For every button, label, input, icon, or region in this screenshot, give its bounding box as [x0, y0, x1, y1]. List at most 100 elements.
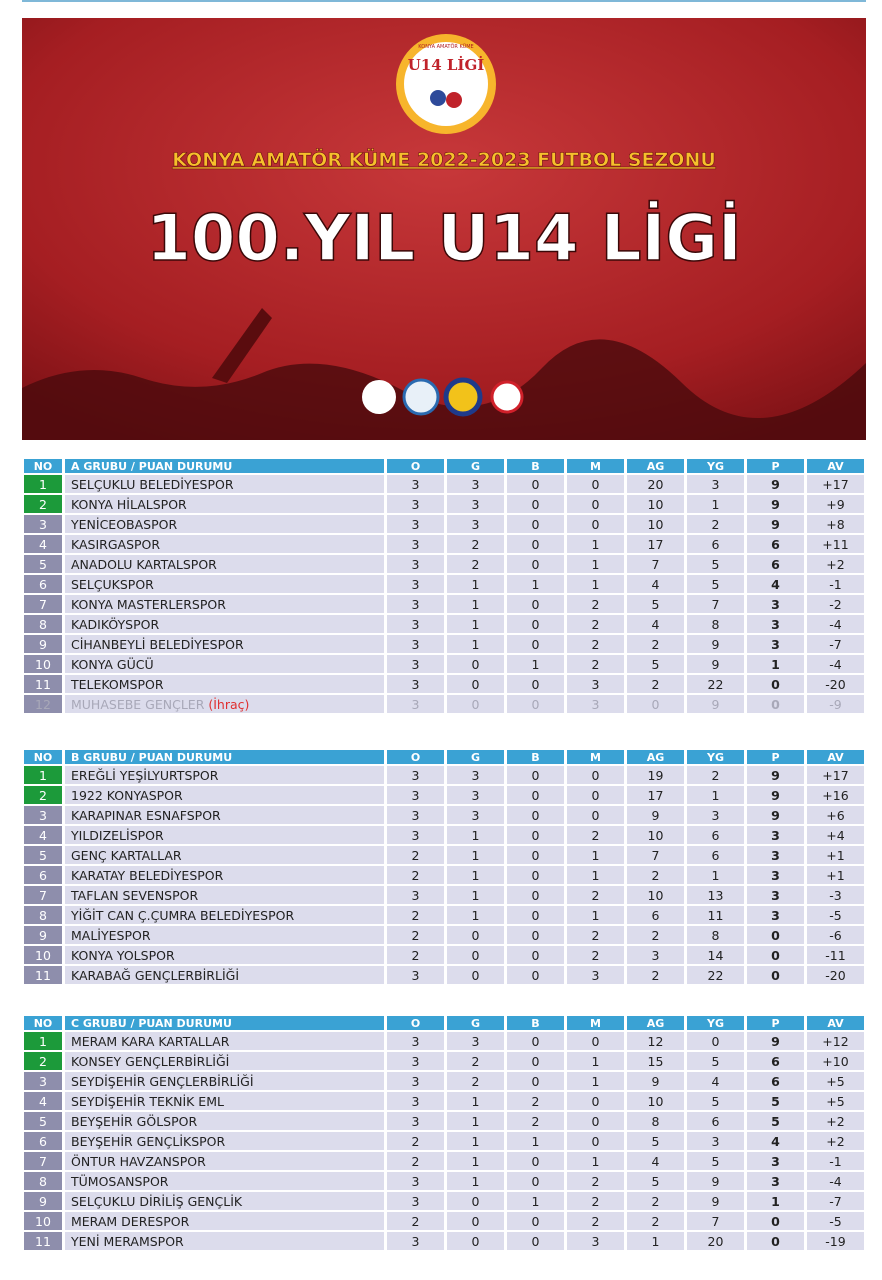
stat-cell: 6 — [687, 1112, 744, 1130]
rank-cell: 10 — [24, 946, 62, 964]
cell-text: -4 — [829, 616, 842, 632]
stat-cell: 0 — [507, 866, 564, 884]
stat-cell: 2 — [387, 946, 444, 964]
cell-text: -3 — [829, 887, 842, 903]
team-row: 8 YİĞİT CAN Ç.ÇUMRA BELEDİYESPOR 2 1 0 1 6 11 3 -… — [24, 906, 864, 924]
header-cell: M — [567, 459, 624, 473]
stat-cell: 0 — [507, 946, 564, 964]
cell-text: 1 — [591, 847, 600, 863]
cell-text: 1 — [471, 1153, 480, 1169]
stat-cell: 3 — [387, 966, 444, 984]
logo-small: KONYA AMATÖR KÜME — [418, 43, 473, 50]
header-cell: AV — [807, 1016, 864, 1030]
cell-text: 1 — [711, 496, 720, 512]
standings-table: NO C GRUBU / PUAN DURUMU O G B M AG YG P AV 1 MERAM… — [21, 1014, 867, 1252]
cell-text: 10 — [35, 947, 51, 963]
stat-cell: 3 — [387, 495, 444, 513]
cell-text: +16 — [822, 787, 849, 803]
rank-cell: 11 — [24, 966, 62, 984]
cell-text: 2 — [651, 636, 660, 652]
stat-cell: 1 — [447, 635, 504, 653]
cell-text: 2 — [651, 867, 660, 883]
stat-cell: +12 — [807, 1032, 864, 1050]
cell-text: 3 — [411, 887, 420, 903]
cell-text: 2 — [711, 767, 720, 783]
cell-text: 0 — [531, 536, 540, 552]
cell-text: 0 — [531, 1233, 540, 1249]
rank-cell: 7 — [24, 595, 62, 613]
team-row: 10 KONYA YOLSPOR 2 0 0 2 3 14 0 -11 — [24, 946, 864, 964]
cell-text: +1 — [826, 847, 845, 863]
stat-cell: 5 — [687, 555, 744, 573]
cell-text: 20 — [647, 476, 664, 492]
stat-cell: 0 — [747, 695, 804, 713]
cell-text: 19 — [647, 767, 664, 783]
stat-cell: 3 — [387, 886, 444, 904]
cell-text: +11 — [822, 536, 849, 552]
stat-cell: 0 — [507, 495, 564, 513]
cell-text: SELÇUKLU BELEDİYESPOR — [71, 476, 234, 492]
cell-text: 3 — [771, 847, 780, 863]
stat-cell: 0 — [567, 806, 624, 824]
stat-cell: 9 — [627, 806, 684, 824]
rank-cell: 6 — [24, 575, 62, 593]
stat-cell: 10 — [627, 886, 684, 904]
stat-cell: 2 — [567, 595, 624, 613]
stat-cell: 9 — [687, 1192, 744, 1210]
rank-cell: 3 — [24, 1072, 62, 1090]
cell-text: 0 — [471, 927, 480, 943]
cell-text: 3 — [411, 767, 420, 783]
cell-text: 7 — [711, 596, 720, 612]
cell-text: MERAM DERESPOR — [71, 1213, 190, 1229]
stat-cell: 5 — [687, 1052, 744, 1070]
stat-cell: 0 — [507, 535, 564, 553]
stat-cell: 17 — [627, 786, 684, 804]
cell-text: 3 — [411, 556, 420, 572]
cell-text: 13 — [707, 887, 724, 903]
cell-text: 0 — [471, 656, 480, 672]
cell-text: 3 — [471, 807, 480, 823]
cell-text: YİĞİT CAN Ç.ÇUMRA BELEDİYESPOR — [71, 907, 295, 923]
stat-cell: 6 — [747, 1072, 804, 1090]
header-cell: YG — [687, 459, 744, 473]
team-row: 3 SEYDİŞEHİR GENÇLERBİRLİĞİ 3 2 0 1 9 4 6 +5 — [24, 1072, 864, 1090]
cell-text: 6 — [39, 576, 47, 592]
stat-cell: 0 — [507, 1072, 564, 1090]
stat-cell: 0 — [507, 926, 564, 944]
cell-text: 4 — [771, 1133, 780, 1149]
stat-cell: 1 — [567, 1052, 624, 1070]
cell-text: TAFLAN SEVENSPOR — [71, 887, 199, 903]
stat-cell: 6 — [687, 535, 744, 553]
cell-text: 0 — [531, 1153, 540, 1169]
stat-cell: 2 — [627, 866, 684, 884]
cell-text: 0 — [711, 1033, 720, 1049]
stat-cell: 2 — [507, 1112, 564, 1130]
team-name: KASIRGASPOR — [65, 535, 384, 553]
team-row: 4 KASIRGASPOR 3 2 0 1 17 6 6 +11 — [24, 535, 864, 553]
banner: KONYA AMATÖR KÜME U14 LİGİ KONYA AMATÖR … — [22, 18, 866, 440]
cell-text: 1 — [591, 536, 600, 552]
cell-text: 2 — [591, 616, 600, 632]
cell-text: 6 — [39, 1133, 47, 1149]
cell-text: 9 — [651, 807, 660, 823]
cell-text: +1 — [826, 867, 845, 883]
stat-cell: 2 — [627, 675, 684, 693]
cell-text: 2 — [411, 1133, 420, 1149]
cell-text: 4 — [39, 1093, 47, 1109]
cell-text: 0 — [531, 827, 540, 843]
cell-text: 3 — [771, 1153, 780, 1169]
rank-cell: 9 — [24, 1192, 62, 1210]
cell-text: 9 — [711, 1193, 720, 1209]
header-cell: C GRUBU / PUAN DURUMU — [65, 1016, 384, 1030]
cell-text: 1 — [531, 1133, 540, 1149]
stat-cell: +1 — [807, 866, 864, 884]
cell-text: 0 — [531, 516, 540, 532]
stat-cell: 2 — [507, 1092, 564, 1110]
cell-text: 1 — [471, 1133, 480, 1149]
cell-text: 2 — [471, 1053, 480, 1069]
header-cell: B GRUBU / PUAN DURUMU — [65, 750, 384, 764]
stat-cell: 4 — [687, 1072, 744, 1090]
stat-cell: 3 — [447, 806, 504, 824]
header-cell: YG — [687, 1016, 744, 1030]
cell-text: 9 — [771, 807, 780, 823]
